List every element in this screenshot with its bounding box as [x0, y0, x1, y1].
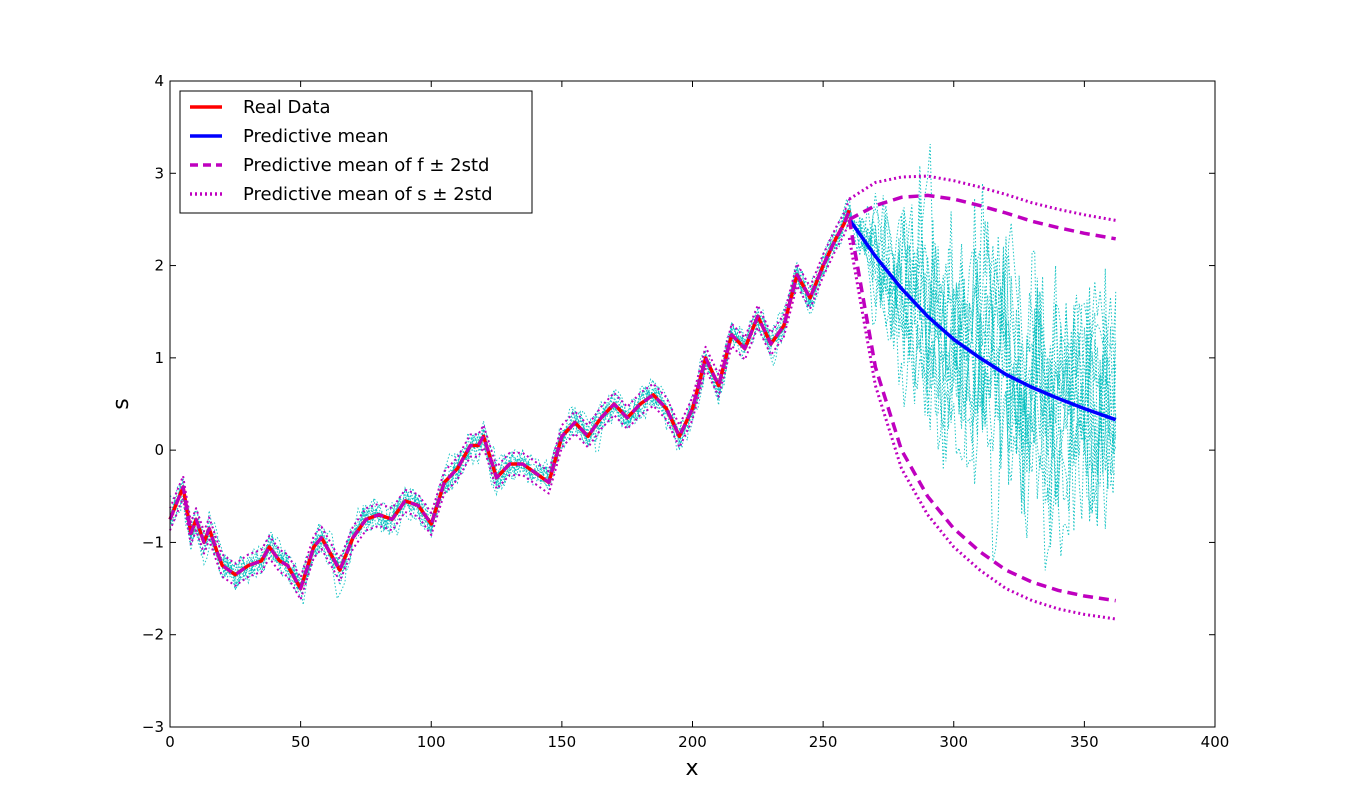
- x-tick-label: 150: [548, 733, 577, 751]
- sample-path: [169, 198, 1117, 586]
- y-tick-label: 1: [154, 349, 164, 367]
- series-lines: [168, 174, 1117, 621]
- legend: Real Data Predictive mean Predictive mean …: [179, 90, 533, 214]
- legend-label: Predictive mean: [243, 126, 389, 147]
- x-tick-label: 0: [165, 733, 175, 751]
- y-tick-label: 0: [154, 441, 164, 459]
- f-upper-line: [848, 193, 1117, 241]
- f-fit-line: [168, 209, 851, 591]
- x-tick-label: 200: [678, 733, 707, 751]
- x-tick-label: 300: [939, 733, 968, 751]
- predictive-mean-line: [847, 218, 1117, 422]
- y-tick-label: −2: [142, 626, 164, 644]
- x-tick-label: 350: [1070, 733, 1099, 751]
- sample-path: [169, 211, 1117, 589]
- sample-path: [169, 205, 1117, 592]
- legend-box: [179, 90, 533, 214]
- y-axis-label: s: [109, 398, 134, 409]
- axis-ticks: 0 50 100 150 200 250 300 350 400 −3 −2 −1 0 1 2 3 4: [142, 72, 1229, 751]
- legend-label: Predictive mean of s ± 2std: [243, 184, 493, 205]
- x-tick-label: 400: [1201, 733, 1230, 751]
- y-tick-label: 3: [154, 164, 164, 182]
- y-tick-label: −3: [142, 718, 164, 736]
- f-lower-line: [847, 219, 1116, 603]
- y-tick-label: −1: [142, 533, 164, 551]
- x-tick-label: 100: [417, 733, 446, 751]
- x-axis-label: x: [685, 756, 698, 781]
- legend-label: Real Data: [243, 97, 331, 118]
- x-tick-label: 250: [809, 733, 838, 751]
- x-tick-label: 50: [291, 733, 310, 751]
- y-tick-label: 2: [154, 257, 164, 275]
- y-tick-label: 4: [154, 72, 164, 90]
- sample-path: [169, 195, 1117, 601]
- legend-label: Predictive mean of f ± 2std: [243, 155, 489, 176]
